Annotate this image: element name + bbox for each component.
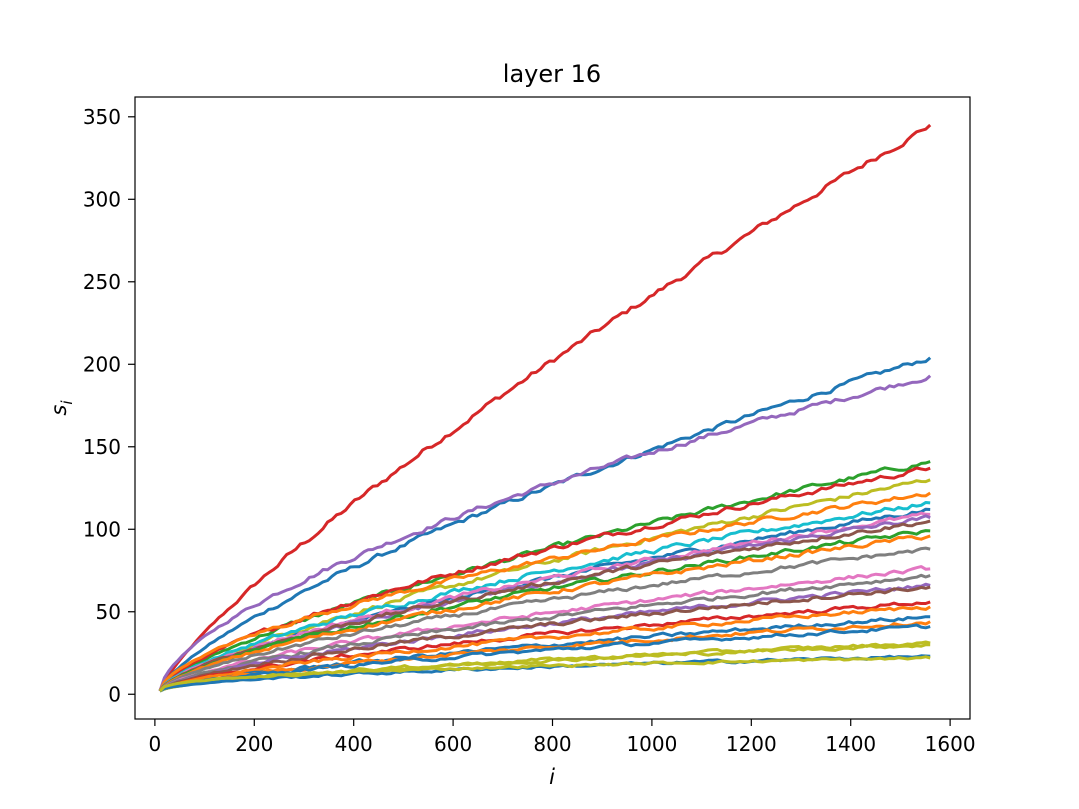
series-line-3 <box>158 374 932 692</box>
x-tick-label: 1000 <box>626 732 677 756</box>
y-tick-label: 250 <box>83 270 121 294</box>
y-axis-label-main: s <box>47 405 71 416</box>
x-tick-label: 600 <box>434 732 472 756</box>
y-tick-label: 50 <box>96 600 121 624</box>
x-axis: 0 200 400 600 800 1000 1200 1400 1600 <box>149 719 976 756</box>
y-tick-label: 150 <box>83 435 121 459</box>
y-axis-label-sub: i <box>58 400 76 405</box>
y-axis: 0 50 100 150 200 250 300 350 <box>83 105 135 706</box>
x-tick-label: 400 <box>335 732 373 756</box>
x-tick-label: 200 <box>235 732 273 756</box>
svg-text:si: si <box>47 400 76 416</box>
x-tick-label: 1200 <box>726 732 777 756</box>
y-tick-label: 350 <box>83 105 121 129</box>
series-line-15 <box>158 546 931 693</box>
series-line-7 <box>158 491 932 692</box>
y-tick-label: 200 <box>83 352 121 376</box>
chart-title: layer 16 <box>503 60 601 88</box>
series-line-28 <box>158 655 931 693</box>
x-tick-label: 0 <box>149 732 162 756</box>
x-axis-label: i <box>549 765 555 789</box>
y-tick-label: 100 <box>83 517 121 541</box>
series-line-8 <box>158 501 931 692</box>
y-tick-label: 300 <box>83 187 121 211</box>
series-line-6 <box>158 478 931 692</box>
series-line-16 <box>158 565 931 693</box>
series-line-2 <box>158 356 932 692</box>
series-line-13 <box>158 529 931 692</box>
y-axis-label: si <box>47 400 76 416</box>
x-tick-label: 800 <box>533 732 571 756</box>
series-line-21 <box>159 605 931 693</box>
series-layer <box>158 123 932 693</box>
x-tick-label: 1400 <box>825 732 876 756</box>
series-line-14 <box>158 534 931 692</box>
series-line-19 <box>158 585 931 693</box>
x-tick-label: 1600 <box>925 732 976 756</box>
y-tick-label: 0 <box>108 682 121 706</box>
series-line-1 <box>158 123 932 692</box>
